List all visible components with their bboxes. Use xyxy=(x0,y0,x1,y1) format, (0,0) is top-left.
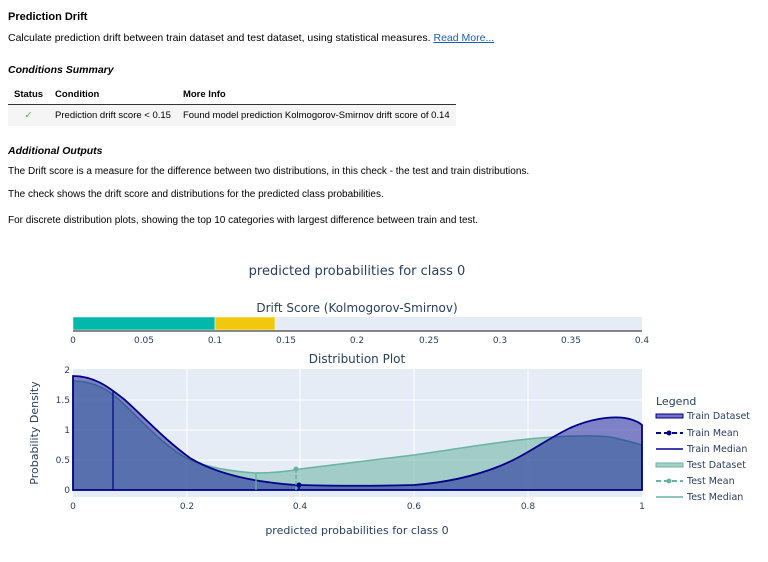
paragraph-check-shows: The check shows the drift score and dist… xyxy=(8,189,384,200)
svg-text:2: 2 xyxy=(64,366,70,376)
legend-item-train-median[interactable]: Train Median xyxy=(656,444,747,455)
figure-title: predicted probabilities for class 0 xyxy=(249,264,466,279)
svg-text:Train Median: Train Median xyxy=(686,444,747,455)
svg-text:0: 0 xyxy=(70,336,76,346)
legend-item-test-dataset[interactable]: Test Dataset xyxy=(655,460,746,471)
distribution-plot-title: Distribution Plot xyxy=(309,352,406,366)
x-axis-label: predicted probabilities for class 0 xyxy=(265,524,448,537)
drift-score-title: Drift Score (Kolmogorov-Smirnov) xyxy=(256,301,457,315)
svg-text:0.1: 0.1 xyxy=(208,336,222,346)
drift-figure: predicted probabilities for class 0 Drif… xyxy=(28,264,750,537)
svg-text:1: 1 xyxy=(64,426,70,436)
svg-text:0.5: 0.5 xyxy=(56,456,70,466)
svg-text:0: 0 xyxy=(64,486,70,496)
test-dataset-area xyxy=(72,380,643,491)
train-dataset-area xyxy=(72,375,643,491)
column-header-condition: Condition xyxy=(49,87,177,105)
svg-text:0.05: 0.05 xyxy=(134,336,154,346)
legend: Legend Train Dataset Train Mean Train Me… xyxy=(655,395,750,503)
column-header-status: Status xyxy=(8,87,50,105)
svg-text:Train Mean: Train Mean xyxy=(686,428,739,439)
svg-text:Test Median: Test Median xyxy=(686,492,743,503)
svg-text:Train Dataset: Train Dataset xyxy=(686,411,750,422)
paragraph-discrete: For discrete distribution plots, showing… xyxy=(8,215,479,226)
read-more-link[interactable]: Read More... xyxy=(433,32,495,44)
legend-title: Legend xyxy=(656,395,696,408)
svg-text:Test Mean: Test Mean xyxy=(686,476,735,487)
legend-item-test-mean[interactable]: Test Mean xyxy=(656,476,735,487)
x-ticks: 0 0.2 0.4 0.6 0.8 1 xyxy=(70,502,645,512)
drift-bar-warn-segment xyxy=(214,316,276,331)
svg-text:0.4: 0.4 xyxy=(293,502,308,512)
conditions-table: Status Condition More Info ✓ Prediction … xyxy=(8,87,456,126)
y-axis-label: Probability Density xyxy=(28,381,41,485)
train-mean-marker xyxy=(296,482,302,488)
drift-bar-ok-segment xyxy=(72,316,216,331)
condition-cell: Prediction drift score < 0.15 xyxy=(49,104,177,126)
legend-item-train-mean[interactable]: Train Mean xyxy=(656,428,739,439)
svg-text:1: 1 xyxy=(639,502,645,512)
y-ticks: 2 1.5 1 0.5 0 xyxy=(56,366,71,496)
svg-text:0.15: 0.15 xyxy=(276,336,296,346)
svg-text:0.8: 0.8 xyxy=(521,502,536,512)
table-row: ✓ Prediction drift score < 0.15 Found mo… xyxy=(8,104,456,126)
column-header-more-info: More Info xyxy=(176,87,456,105)
svg-text:0: 0 xyxy=(70,502,76,512)
drift-x-ticks: 0 0.05 0.1 0.15 0.2 0.25 0.3 0.35 0.4 xyxy=(70,336,649,346)
svg-text:0.4: 0.4 xyxy=(635,336,650,346)
page-title: Prediction Drift xyxy=(8,11,88,23)
more-info-cell: Found model prediction Kolmogorov-Smirno… xyxy=(176,104,456,126)
description-text: Calculate prediction drift between train… xyxy=(8,32,431,44)
svg-text:Test Dataset: Test Dataset xyxy=(686,460,746,471)
legend-item-train-dataset[interactable]: Train Dataset xyxy=(655,411,750,422)
svg-text:0.2: 0.2 xyxy=(180,502,194,512)
svg-text:0.25: 0.25 xyxy=(419,336,439,346)
svg-text:0.6: 0.6 xyxy=(407,502,422,512)
svg-text:0.2: 0.2 xyxy=(350,336,364,346)
additional-outputs-title: Additional Outputs xyxy=(8,145,103,157)
svg-text:0.3: 0.3 xyxy=(493,336,507,346)
svg-text:0.35: 0.35 xyxy=(561,336,581,346)
description: Calculate prediction drift between train… xyxy=(8,32,494,44)
conditions-title: Conditions Summary xyxy=(8,64,114,76)
legend-item-test-median[interactable]: Test Median xyxy=(656,492,743,503)
test-mean-marker xyxy=(293,466,299,472)
svg-text:1.5: 1.5 xyxy=(56,396,70,406)
check-icon: ✓ xyxy=(8,104,50,126)
paragraph-drift-score: The Drift score is a measure for the dif… xyxy=(8,166,530,177)
